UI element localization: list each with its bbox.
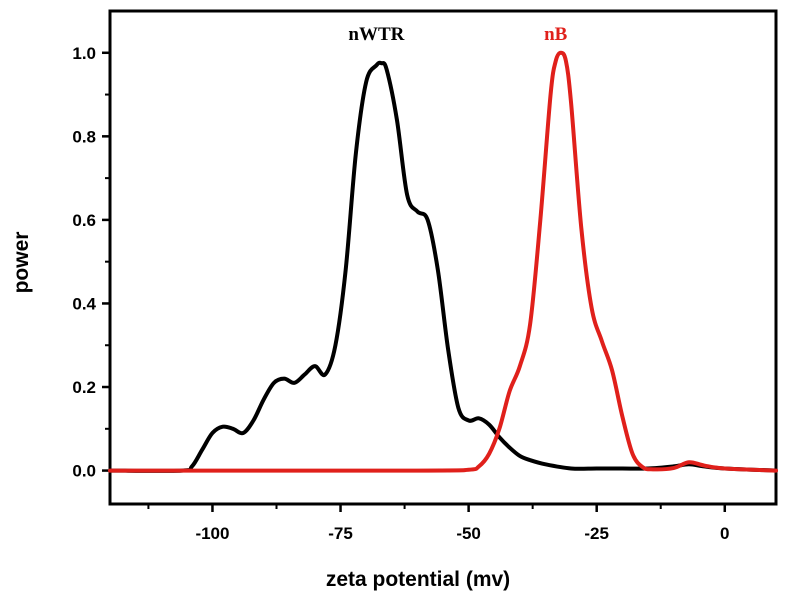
y-tick-label: 0.8 bbox=[72, 127, 96, 146]
x-tick-label: -25 bbox=[584, 524, 609, 543]
x-tick-label: -50 bbox=[456, 524, 481, 543]
y-tick-label: 0.6 bbox=[72, 211, 96, 230]
x-tick-label: -100 bbox=[195, 524, 229, 543]
y-tick-label: 0.2 bbox=[72, 378, 96, 397]
y-tick-label: 0.4 bbox=[72, 294, 96, 313]
series-line-nwtr bbox=[108, 60, 778, 473]
y-axis-title: power bbox=[10, 232, 33, 294]
series-line-nb bbox=[108, 50, 778, 473]
plot-frame bbox=[108, 9, 778, 506]
series-label-nwtr: nWTR bbox=[348, 24, 404, 45]
series-label-nb: nB bbox=[544, 24, 568, 45]
x-tick-label: 0 bbox=[720, 524, 729, 543]
x-axis-title: zeta potential (mv) bbox=[326, 568, 510, 591]
x-tick-label: -75 bbox=[328, 524, 353, 543]
y-tick-label: 1.0 bbox=[72, 44, 96, 63]
y-tick-label: 0.0 bbox=[72, 462, 96, 481]
